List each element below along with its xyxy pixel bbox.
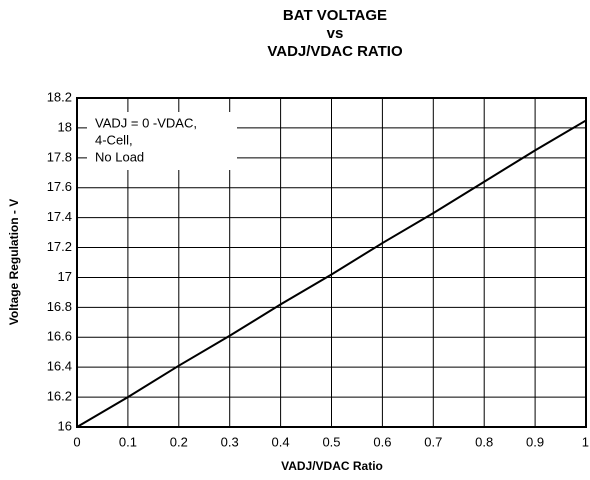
annotation: VADJ = 0 -VDAC, bbox=[95, 115, 197, 130]
x-tick-label: 0.9 bbox=[526, 434, 544, 449]
chart-title: vs bbox=[327, 25, 344, 42]
x-tick-label: 0.6 bbox=[373, 434, 391, 449]
annotation-box bbox=[87, 112, 237, 170]
x-tick-label: 0.2 bbox=[170, 434, 188, 449]
x-tick-label: 0 bbox=[73, 434, 80, 449]
plot-frame bbox=[76, 97, 587, 428]
x-tick-label: 0.7 bbox=[424, 434, 442, 449]
y-tick-label: 17.2 bbox=[47, 239, 72, 254]
y-tick-label: 17.8 bbox=[47, 149, 72, 164]
y-tick-label: 16.6 bbox=[47, 329, 72, 344]
annotation: No Load bbox=[95, 149, 144, 164]
y-tick-label: 17.4 bbox=[47, 209, 72, 224]
x-tick-label: 0.8 bbox=[475, 434, 493, 449]
x-tick-label: 0.1 bbox=[119, 434, 137, 449]
x-tick-label: 0.4 bbox=[272, 434, 290, 449]
annotation: 4-Cell, bbox=[95, 132, 133, 147]
y-tick-label: 16 bbox=[58, 418, 72, 433]
x-tick-label: 1 bbox=[582, 434, 589, 449]
y-tick-label: 16.4 bbox=[47, 359, 72, 374]
y-tick-label: 18.2 bbox=[47, 89, 72, 104]
y-tick-label: 16.8 bbox=[47, 299, 72, 314]
chart-title: VADJ/VDAC RATIO bbox=[267, 43, 403, 60]
chart-title: BAT VOLTAGE bbox=[283, 7, 387, 24]
y-axis-label: Voltage Regulation - V bbox=[7, 199, 21, 325]
y-tick-label: 17 bbox=[58, 269, 72, 284]
y-tick-label: 17.6 bbox=[47, 179, 72, 194]
x-tick-label: 0.5 bbox=[322, 434, 340, 449]
x-tick-label: 0.3 bbox=[221, 434, 239, 449]
x-axis-label: VADJ/VDAC Ratio bbox=[281, 459, 383, 473]
y-tick-label: 18 bbox=[58, 119, 72, 134]
y-tick-label: 16.2 bbox=[47, 389, 72, 404]
data-line bbox=[76, 119, 587, 428]
